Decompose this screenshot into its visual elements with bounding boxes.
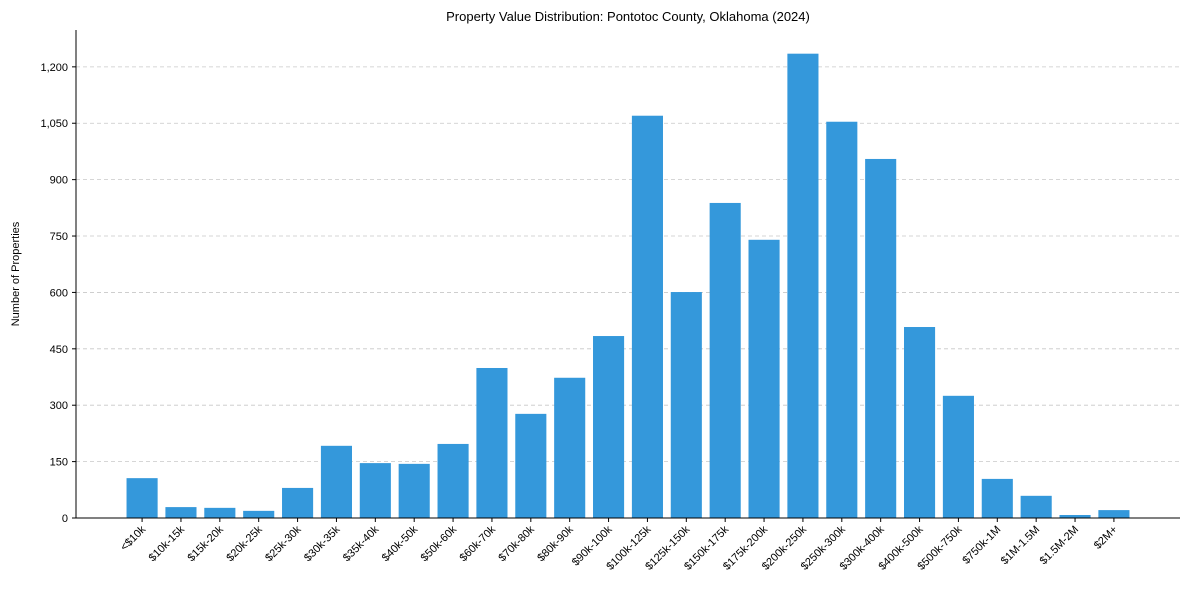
x-tick-label: $35k-40k [341,523,382,564]
x-tick-label: $1.5M-2M [1038,524,1082,568]
bar [1020,495,1052,518]
bar [942,395,974,518]
bar [204,507,236,518]
x-tick-label: $2M+ [1092,524,1120,552]
bar [1059,514,1091,518]
bar [243,510,275,518]
bar [476,367,508,518]
bar [670,292,702,518]
x-tick-label: $750k-1M [960,524,1003,567]
bar [748,239,780,519]
bar [126,478,158,518]
y-tick-label: 1,200 [40,62,68,74]
bar [904,327,936,518]
chart-title: Property Value Distribution: Pontotoc Co… [446,9,810,24]
x-tick-label: $50k-60k [419,523,460,564]
bar [981,478,1013,518]
bar [826,121,858,518]
y-tick-label: 450 [50,344,68,356]
bar [709,202,741,518]
x-tick-label: $1M-1.5M [999,524,1043,568]
x-tick-label: $10k-15k [147,523,188,564]
x-tick-label: <$10k [118,523,148,553]
x-tick-label: $25k-30k [263,523,304,564]
bars [126,53,1130,519]
y-tick-label: 750 [50,231,68,243]
x-tick-label: $70k-80k [496,523,537,564]
bar [787,53,819,518]
bar [554,377,586,518]
bar [320,445,352,518]
bar [359,463,391,518]
x-tick-label: $60k-70k [458,523,499,564]
grid [76,66,1180,463]
y-tick-label: 300 [50,400,68,412]
bar [165,507,197,518]
y-axis-label: Number of Properties [10,221,22,326]
y-tick-label: 600 [50,287,68,299]
x-tick-label: $20k-25k [224,523,265,564]
bar [593,336,625,518]
y-tick-label: 0 [62,513,68,525]
bar [515,413,547,518]
y-tick-label: 1,050 [40,118,68,130]
y-tick-label: 150 [50,457,68,469]
bar [865,158,897,518]
bar [398,463,430,518]
y-tick-label: 900 [50,175,68,187]
bar [1098,510,1130,518]
bar [437,443,469,518]
x-tick-label: $15k-20k [185,523,226,564]
x-tick-label: $40k-50k [380,523,421,564]
x-tick-label: $30k-35k [302,523,343,564]
bar [631,115,663,518]
bar [282,487,314,518]
x-tick-label: $80k-90k [535,523,576,564]
